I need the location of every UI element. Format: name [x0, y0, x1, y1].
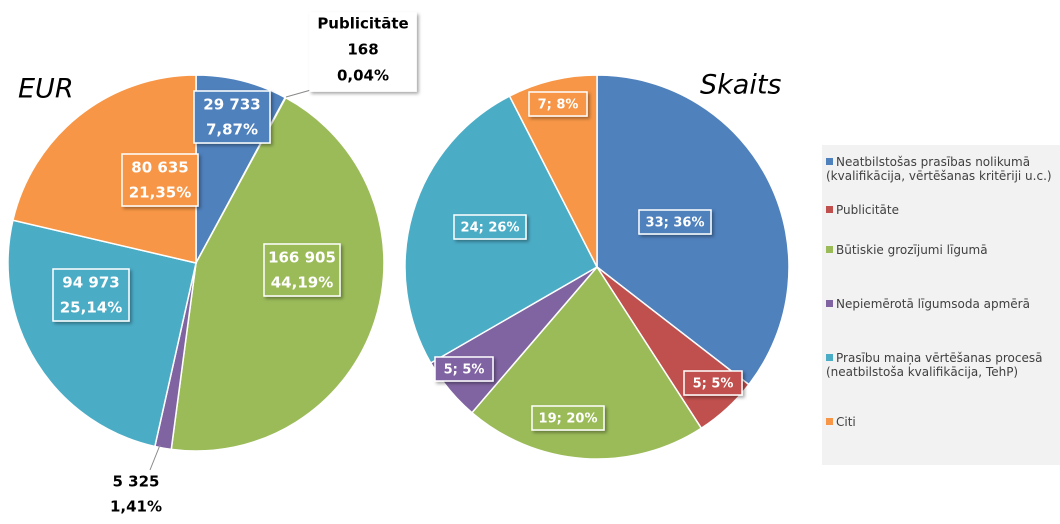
- legend: Neatbilstošas prasības nolikumā (kvalifi…: [822, 145, 1060, 465]
- legend-swatch: [826, 354, 833, 361]
- label-box: [453, 214, 527, 240]
- data-label: 166 905: [268, 249, 336, 267]
- pie-slice: [12, 74, 197, 264]
- label-box: [121, 153, 199, 207]
- data-label: 5; 5%: [693, 377, 734, 392]
- legend-label: Citi: [836, 415, 856, 429]
- chart-title: EUR: [18, 74, 74, 105]
- label-box: [309, 12, 417, 92]
- legend-swatch: [826, 300, 833, 307]
- legend-label: Neatbilstošas prasības nolikumā (kvalifi…: [826, 155, 1052, 183]
- data-label: 168: [347, 41, 378, 59]
- legend-item: Būtiskie grozījumi līgumā: [826, 243, 1054, 257]
- data-label: 1,41%: [110, 498, 162, 516]
- legend-item: Publicitāte: [826, 203, 1054, 217]
- data-label: 33; 36%: [646, 216, 705, 231]
- data-label: 24; 26%: [461, 221, 520, 236]
- legend-swatch: [826, 158, 833, 165]
- label-box: [528, 91, 588, 117]
- label-box: [193, 90, 271, 144]
- data-label: 7,87%: [206, 121, 258, 139]
- label-box: [683, 370, 743, 396]
- data-label: 29 733: [203, 96, 260, 114]
- leader-line: [149, 444, 161, 471]
- legend-item: Nepiemērotā līgumsoda apmērā: [826, 297, 1054, 311]
- label-box: [531, 405, 605, 431]
- data-label: 25,14%: [60, 299, 122, 317]
- legend-item: Prasību maiņa vērtēšanas procesā (neatbi…: [826, 351, 1054, 379]
- label-box: [638, 209, 712, 235]
- data-label: Publicitāte: [317, 15, 408, 33]
- data-label: 5; 5%: [444, 363, 485, 378]
- legend-item: Citi: [826, 415, 1054, 429]
- label-box: [52, 268, 130, 322]
- legend-swatch: [826, 418, 833, 425]
- legend-label: Publicitāte: [836, 203, 899, 217]
- pie-slice: [508, 74, 598, 268]
- chart-title: Skaits: [700, 70, 781, 101]
- legend-swatch: [826, 206, 833, 213]
- pie-slice: [470, 265, 703, 460]
- legend-swatch: [826, 246, 833, 253]
- label-box: [434, 356, 494, 382]
- data-label: 7; 8%: [538, 98, 579, 113]
- legend-label: Būtiskie grozījumi līgumā: [836, 243, 988, 257]
- data-label: 94 973: [62, 274, 119, 292]
- legend-label: Prasību maiņa vērtēšanas procesā (neatbi…: [826, 351, 1043, 379]
- data-label: 19; 20%: [539, 412, 598, 427]
- label-box: [263, 243, 341, 297]
- legend-label: Nepiemērotā līgumsoda apmērā: [836, 297, 1030, 311]
- data-label: 0,04%: [337, 67, 389, 85]
- data-label: 21,35%: [129, 184, 191, 202]
- legend-item: Neatbilstošas prasības nolikumā (kvalifi…: [826, 155, 1054, 183]
- data-label: 44,19%: [271, 274, 333, 292]
- data-label: 80 635: [131, 159, 188, 177]
- data-label: 5 325: [113, 473, 160, 491]
